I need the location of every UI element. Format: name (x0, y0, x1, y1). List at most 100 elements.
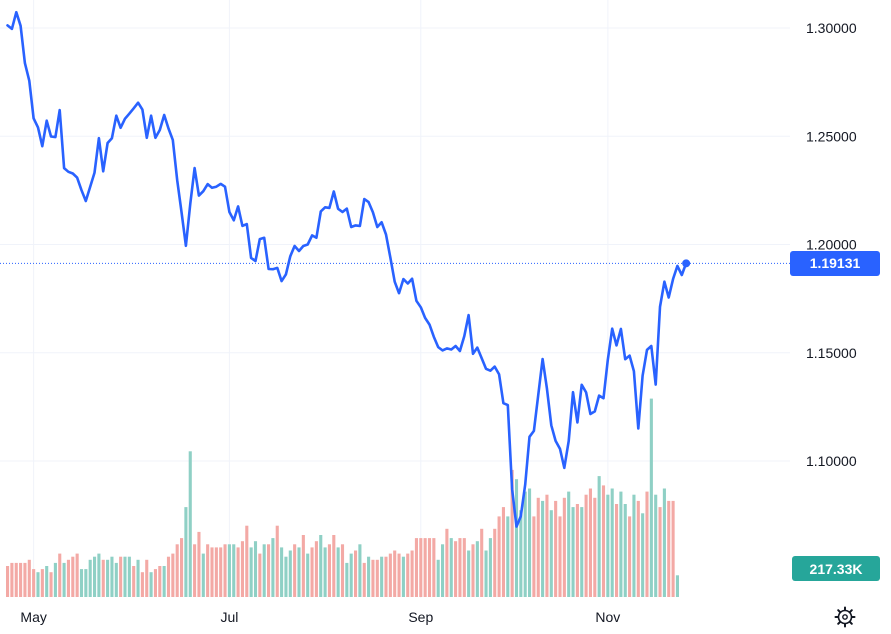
volume-bar (671, 500, 675, 597)
volume-bar (432, 538, 436, 597)
volume-bar (188, 451, 192, 597)
volume-bar (615, 504, 619, 597)
volume-bar (528, 488, 532, 597)
volume-bar (249, 547, 253, 597)
volume-bar (140, 572, 144, 597)
volume-bar (114, 562, 118, 597)
volume-bar (6, 566, 10, 597)
volume-bar (345, 562, 349, 597)
volume-bar (62, 562, 66, 597)
volume-bar (588, 488, 592, 597)
volume-bar (358, 544, 362, 597)
volume-bar (649, 398, 653, 597)
volume-bar (349, 553, 353, 597)
volume-bar (584, 494, 588, 597)
volume-tag: 217.33K (792, 556, 880, 581)
volume-bar (132, 566, 136, 597)
x-axis: May Jul Sep Nov (20, 609, 620, 625)
volume-bar (75, 553, 79, 597)
volume-bar (23, 562, 27, 597)
y-tick-label: 1.20000 (806, 237, 857, 253)
volume-bar (501, 507, 505, 597)
volume-bar (219, 547, 223, 597)
volume-bar (123, 556, 127, 597)
volume-bar (454, 541, 458, 597)
volume-bar (427, 538, 432, 597)
volume-bar (623, 504, 627, 597)
volume-bar (180, 538, 184, 597)
last-price-label: 1.19131 (810, 255, 861, 271)
volume-bar (401, 556, 405, 597)
volume-bar (145, 559, 149, 597)
volume-bar (384, 556, 388, 597)
volume-bar (127, 556, 131, 597)
volume-bar (575, 504, 579, 597)
y-tick-label: 1.10000 (806, 453, 857, 469)
volume-bar (419, 538, 423, 597)
volume-bar (562, 497, 566, 597)
y-axis: 1.30000 1.25000 1.20000 1.15000 1.10000 (806, 20, 857, 469)
volume-bar (336, 547, 340, 597)
volume-bar (628, 516, 632, 597)
volume-bar (310, 547, 314, 597)
volume-bar (40, 569, 44, 597)
volume-bar (406, 553, 410, 597)
volume-bar (49, 572, 53, 597)
volume-bar (523, 491, 527, 597)
volume-bar (441, 544, 445, 597)
volume-bar (79, 569, 84, 597)
volume-bar (158, 566, 162, 597)
volume-bar (545, 494, 549, 597)
volume-bar (654, 494, 658, 597)
x-tick-label: May (20, 609, 46, 625)
volume-bar (601, 485, 606, 597)
volume-bar (149, 572, 153, 597)
volume-bar (332, 535, 336, 597)
volume-bar (458, 538, 462, 597)
volume-bar (171, 553, 175, 597)
volume-bar (675, 575, 679, 597)
volume-bar (162, 566, 166, 597)
volume-bar (214, 547, 218, 597)
volume-bar (306, 553, 310, 597)
volume-bar (245, 525, 249, 597)
volume-bar (636, 500, 640, 597)
volume-bar (519, 510, 523, 597)
volume-bar (253, 541, 258, 597)
y-tick-label: 1.15000 (806, 345, 857, 361)
volume-bar (210, 547, 214, 597)
volume-bar (314, 541, 318, 597)
volume-bar (88, 559, 92, 597)
volume-bar (223, 544, 227, 597)
volume-tag-bg (792, 556, 880, 581)
volume-bar (232, 544, 236, 597)
volume-bar (323, 547, 327, 597)
volume-label: 217.33K (810, 561, 863, 577)
volume-bar (275, 525, 279, 597)
volume-bar (480, 528, 484, 597)
volume-bar (397, 553, 401, 597)
volume-bar (27, 559, 31, 597)
volume-bar (436, 559, 440, 597)
volume-bar (554, 500, 558, 597)
gear-icon[interactable] (834, 606, 856, 628)
volume-bar (658, 507, 662, 597)
volume-bar (641, 513, 645, 597)
y-tick-label: 1.30000 (806, 20, 857, 36)
volume-bar (267, 544, 271, 597)
volume-bar (567, 491, 571, 597)
volume-bar (319, 535, 323, 597)
volume-bar (510, 469, 514, 597)
volume-bar (462, 538, 466, 597)
volume-bar (45, 566, 49, 597)
volume-bar (184, 507, 188, 597)
volume-bar (84, 569, 88, 597)
volume-bar (193, 544, 197, 597)
last-price-marker (682, 259, 691, 268)
volume-bar (236, 547, 240, 597)
volume-bar (206, 544, 210, 597)
volume-bar (667, 500, 671, 597)
volume-bar (97, 553, 101, 597)
volume-bar (93, 556, 97, 597)
